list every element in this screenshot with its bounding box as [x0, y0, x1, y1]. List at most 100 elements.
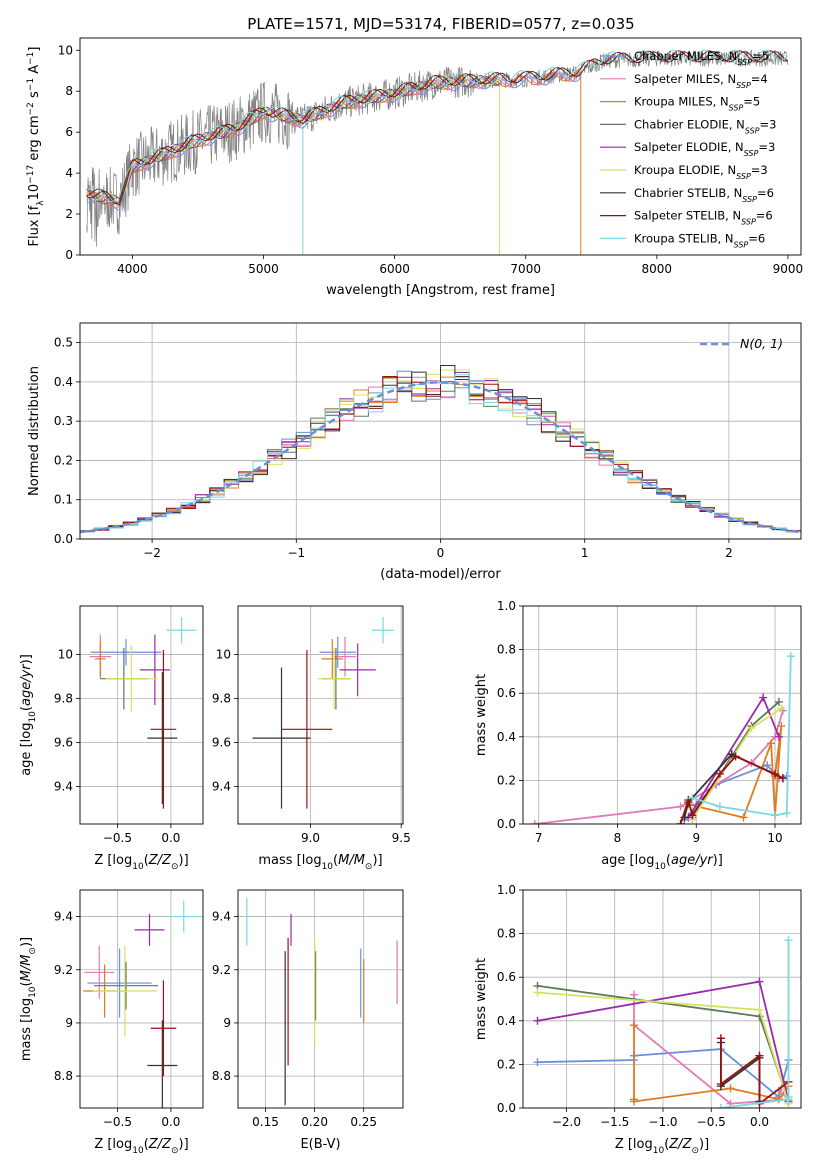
plot-area [86, 49, 789, 255]
weight-marker [784, 936, 793, 945]
axis-label-part: ( [144, 1137, 149, 1152]
weight-marker [533, 1058, 542, 1067]
weight-marker [778, 774, 787, 783]
model-spectrum-line [86, 72, 582, 211]
x-tick-label: 10 [767, 831, 782, 845]
axis-label-part: A [27, 65, 42, 78]
weight-line [688, 725, 783, 819]
weight-marker [715, 802, 724, 811]
axis-label-part: ⊙ [691, 1146, 699, 1156]
x-tick-label: 0.0 [161, 831, 180, 845]
y-tick-label: 0.2 [497, 773, 516, 787]
legend-label-part: SSP [729, 103, 744, 112]
y-tick-label: 9.2 [54, 963, 73, 977]
axis-label-part: Z [log [94, 1137, 132, 1152]
weight-marker [533, 988, 542, 997]
spectrum-panel: 4000 5000 6000 7000 8000 9000 0 2 4 6 8 10 wavelengt… [26, 37, 803, 298]
axis-label-part: Z [log [615, 1137, 653, 1152]
legend-label: Salpeter MILES, NSSP=4 [634, 72, 768, 90]
x-tick-label: −1 [287, 546, 305, 560]
x-tick-label: 0.0 [750, 1115, 769, 1129]
axis-label-part: ( [664, 1137, 669, 1152]
axis-label-part: Flux [f [27, 205, 42, 246]
y-tick-label: 6 [65, 125, 73, 139]
axis-label-part: 10 [132, 1146, 144, 1156]
y-axis-label: mass weight [474, 674, 489, 756]
y-tick-label: 0.0 [497, 817, 516, 831]
axis-label-part: Z/Z [668, 1137, 692, 1152]
axis-label-part: ⊙ [171, 862, 179, 872]
x-axis-label: E(B-V) [300, 1137, 340, 1152]
weight-marker [755, 977, 764, 986]
axis-label: age [log10(age/yr)] [601, 853, 723, 872]
axis-label: Z [log10(Z/Z⊙)] [94, 853, 188, 872]
weight-marker [630, 990, 639, 999]
weight-marker [771, 811, 780, 820]
weight-marker [739, 813, 748, 822]
plot-frame [79, 322, 802, 540]
x-tick-label: −0.5 [103, 831, 132, 845]
axis-label: mass [log10(M/M⊙)] [19, 937, 38, 1061]
mass-vs-ebv-panel: 0.15 0.20 0.25 8.8 9 9.2 9.4 E(B-V) [212, 889, 404, 1152]
y-tick-label: 0.8 [497, 643, 516, 657]
axis-label-part: −17 [26, 165, 36, 184]
x-tick-label: 8 [614, 831, 622, 845]
weight-marker [767, 739, 776, 748]
legend-label: Salpeter ELODIE, NSSP=3 [634, 140, 775, 158]
x-tick-label: 1 [581, 546, 589, 560]
plot-area [246, 897, 398, 1106]
y-tick-label: 4 [65, 166, 73, 180]
axis-label-part: age/yr [671, 853, 714, 868]
x-tick-label: 2 [725, 546, 733, 560]
y-tick-label: 0.0 [54, 532, 73, 546]
axis-label-part: 10 [28, 986, 38, 998]
y-tick-label: 9.4 [54, 780, 73, 794]
axis-label-part: Z/Z [148, 1137, 172, 1152]
axis-label-part: 10 [322, 862, 334, 872]
legend-label-part: =3 [758, 140, 775, 154]
axis-label-part: −2 [26, 102, 36, 115]
axis-label-part: )] [179, 1137, 189, 1152]
axis-label-part: mass [log [19, 998, 34, 1061]
model-spectrum-line [86, 74, 500, 205]
legend-label-part: Kroupa ELODIE, N [634, 163, 736, 177]
legend-label-part: SSP [737, 58, 752, 67]
y-tick-label: 0.3 [54, 414, 73, 428]
x-tick-label: −2 [143, 546, 161, 560]
legend-label-part: SSP [745, 126, 760, 135]
y-tick-label: 0 [65, 248, 73, 262]
y-tick-label: 0.4 [497, 730, 516, 744]
legend-label-part: Kroupa STELIB, N [634, 231, 734, 245]
y-tick-label: 8.8 [212, 1069, 231, 1083]
weight-marker [688, 793, 697, 802]
axis-label-part: age/yr [19, 663, 34, 706]
legend-label: Chabrier ELODIE, NSSP=3 [634, 117, 776, 135]
plot-frame [237, 605, 404, 825]
weight-marker [774, 1095, 783, 1104]
legend-label-part: =6 [757, 186, 774, 200]
legend-label-part: Salpeter MILES, N [634, 72, 736, 86]
legend-label-part: SSP [736, 172, 751, 181]
axis-label-part: ⊙ [365, 862, 373, 872]
y-tick-label: 9.8 [212, 691, 231, 705]
weight-marker [676, 820, 685, 824]
axis-label-part: ( [19, 706, 34, 711]
x-tick-label: −1.0 [648, 1115, 677, 1129]
y-tick-label: 10 [58, 647, 73, 661]
legend-label-part: SSP [736, 80, 751, 89]
y-tick-label: 0.1 [54, 493, 73, 507]
legend-label-part: =5 [743, 95, 760, 109]
y-tick-label: 1.0 [497, 599, 516, 613]
axis-label-part: 10 [27, 184, 42, 201]
axis-label: Z [log10(Z/Z⊙)] [615, 1137, 709, 1156]
weight-marker [731, 752, 740, 761]
weight-marker [763, 761, 772, 770]
axis-label: mass [log10(M/M⊙)] [258, 853, 382, 872]
legend-label: Chabrier STELIB, NSSP=6 [634, 186, 774, 204]
x-tick-label: 0 [437, 546, 445, 560]
weight-marker [726, 1084, 735, 1093]
legend-label-part: SSP [744, 149, 759, 158]
